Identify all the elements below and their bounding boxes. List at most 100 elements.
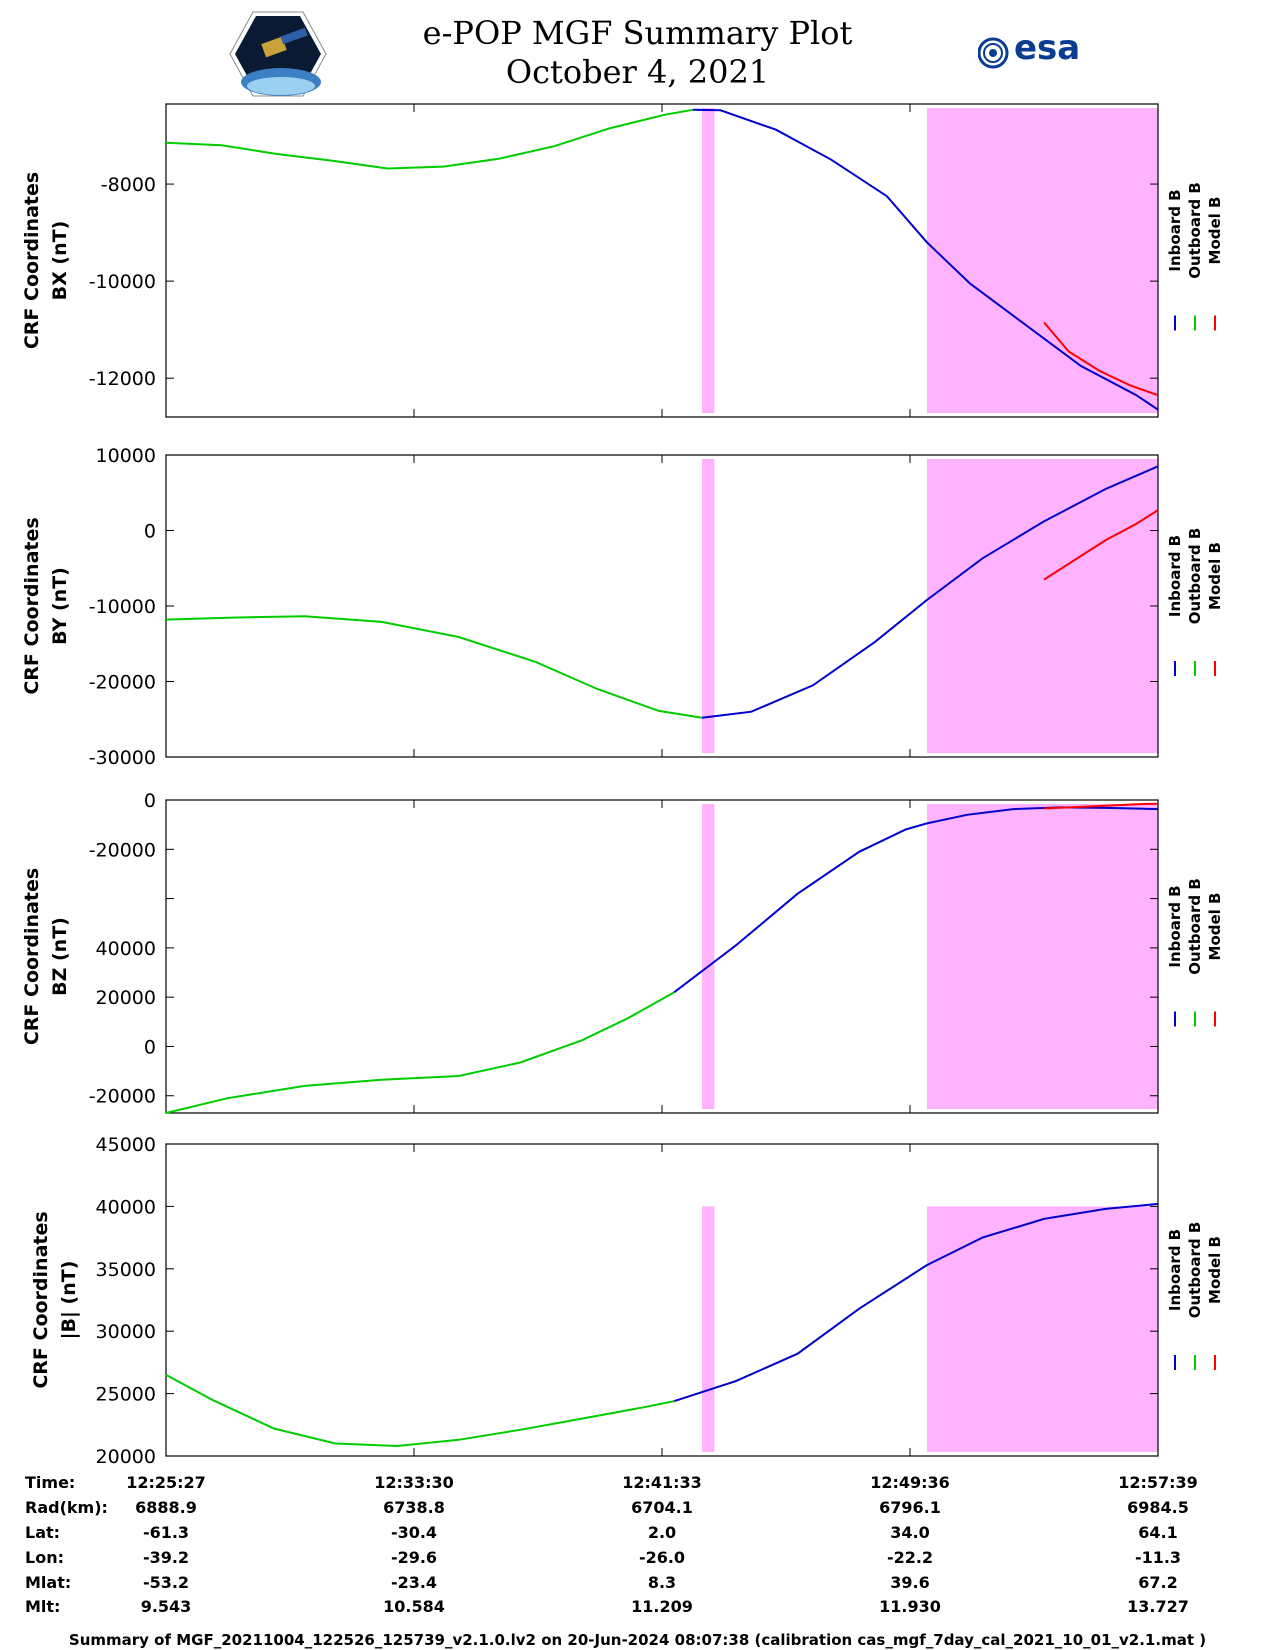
y-tick-label: -20000 [89, 1086, 156, 1108]
info-cell: 8.3 [648, 1573, 676, 1592]
info-cell: 6704.1 [631, 1498, 693, 1517]
y-axis-label: BY (nT) [49, 567, 71, 645]
info-cell: 11.209 [631, 1597, 693, 1616]
series-line-outboard [165, 1374, 675, 1448]
info-cell: -29.6 [391, 1548, 437, 1567]
y-tick-label: 30000 [96, 1321, 156, 1343]
y-tick-label: 45000 [96, 1134, 156, 1156]
y-tick-label: -10000 [89, 271, 156, 293]
legend-label: Outboard B [1186, 1222, 1204, 1319]
info-cell: 34.0 [890, 1523, 929, 1542]
info-cell: 6888.9 [135, 1498, 197, 1517]
legend-label: Inboard B [1166, 885, 1184, 967]
series-line-inboard [673, 1202, 1159, 1403]
series-line-inboard [701, 465, 1159, 719]
shaded-region [702, 108, 715, 413]
panel-4: 45000 40000 35000 30000 25000 20000 CRF Coordi… [30, 1134, 1224, 1468]
y-tick-label: 25000 [96, 1384, 156, 1406]
y-axis-label: BZ (nT) [49, 917, 71, 996]
y-tick-label: 40000 [96, 938, 156, 960]
info-cell: -23.4 [391, 1573, 437, 1592]
legend-label: Model B [1206, 1236, 1224, 1304]
esa-logo-text: esa [1014, 28, 1081, 68]
y-axis-label: BX (nT) [49, 221, 71, 301]
y-axis-label: CRF Coordinates [21, 517, 43, 694]
info-cell: 12:49:36 [870, 1473, 950, 1492]
info-row-label: Lon: [25, 1548, 64, 1567]
series-line-outboard [165, 108, 693, 170]
legend-label: Inboard B [1166, 1229, 1184, 1311]
series-line-model [1043, 509, 1159, 581]
legend-label: Model B [1206, 197, 1224, 265]
series-line-outboard [165, 615, 703, 719]
panel-1: -8000 -10000 -12000 CRF Coordinates BX (nT) I… [21, 103, 1224, 418]
shaded-region [926, 459, 1158, 753]
panel-2: 10000 0 -10000 -20000 -30000 CRF Coordinates B… [21, 445, 1224, 769]
info-cell: 12:57:39 [1118, 1473, 1198, 1492]
y-tick-label: 0 [144, 1036, 156, 1058]
series-line-model [1043, 321, 1159, 397]
y-tick-label: 20000 [96, 1446, 156, 1468]
info-cell: 9.543 [141, 1597, 192, 1616]
panel-3: 0 -20000 40000 20000 0 -20000 CRF Coordinates B… [21, 790, 1224, 1114]
info-cell: 2.0 [648, 1523, 676, 1542]
y-tick-label: -30000 [89, 747, 156, 769]
info-row-label: Rad(km): [25, 1498, 108, 1517]
footer-caption: Summary of MGF_20211004_122526_125739_v2… [68, 1631, 1207, 1649]
legend-label: Outboard B [1186, 528, 1204, 625]
info-cell: 6796.1 [879, 1498, 941, 1517]
info-cell: -22.2 [887, 1548, 933, 1567]
y-tick-label: 0 [144, 790, 156, 812]
y-tick-label: 35000 [96, 1259, 156, 1281]
cassiope-satellite-logo [229, 11, 327, 97]
legend-label: Outboard B [1186, 878, 1204, 975]
y-tick-label: -12000 [89, 368, 156, 390]
legend-label: Model B [1206, 893, 1224, 961]
info-cell: -30.4 [391, 1523, 437, 1542]
info-cell: 6738.8 [383, 1498, 445, 1517]
info-cell: -39.2 [143, 1548, 189, 1567]
info-cell: 10.584 [383, 1597, 445, 1616]
y-axis-label: CRF Coordinates [21, 172, 43, 349]
shaded-region [926, 804, 1158, 1109]
info-cell: 12:25:27 [126, 1473, 206, 1492]
legend-label: Inboard B [1166, 189, 1184, 271]
y-tick-label: 10000 [96, 445, 156, 467]
info-row-label: Lat: [25, 1523, 60, 1542]
y-tick-label: 0 [144, 521, 156, 543]
shaded-region [702, 459, 715, 753]
y-axis-label: |B| (nT) [58, 1261, 80, 1340]
info-cell: 11.930 [879, 1597, 941, 1616]
series-line-inboard [692, 108, 1159, 411]
info-cell: 6984.5 [1127, 1498, 1189, 1517]
info-cell: 39.6 [890, 1573, 929, 1592]
y-tick-label: 40000 [96, 1196, 156, 1218]
chart-title: e-POP MGF Summary Plot [422, 14, 853, 52]
y-tick-label: -20000 [89, 839, 156, 861]
y-tick-label: -10000 [89, 596, 156, 618]
y-tick-label: -20000 [89, 672, 156, 694]
series-line-outboard [165, 991, 675, 1114]
info-cell: 67.2 [1138, 1573, 1177, 1592]
esa-logo [978, 37, 1009, 69]
info-cell: 13.727 [1127, 1597, 1189, 1616]
info-cell: -53.2 [143, 1573, 189, 1592]
legend-label: Model B [1206, 542, 1224, 610]
info-cell: 64.1 [1138, 1523, 1177, 1542]
info-row-label: Mlt: [25, 1597, 60, 1616]
info-cell: 12:41:33 [622, 1473, 702, 1492]
shaded-region [926, 1206, 1158, 1452]
series-line-model [1043, 802, 1159, 810]
shaded-region [926, 108, 1158, 413]
info-cell: -11.3 [1135, 1548, 1181, 1567]
shaded-region [702, 804, 715, 1109]
y-axis-label: CRF Coordinates [30, 1211, 52, 1388]
info-cell: -26.0 [639, 1548, 685, 1567]
y-axis-label: CRF Coordinates [21, 868, 43, 1045]
info-row-label: Time: [25, 1473, 75, 1492]
y-tick-label: 20000 [96, 987, 156, 1009]
info-cell: 12:33:30 [374, 1473, 454, 1492]
shaded-region [702, 1206, 715, 1452]
info-row-label: Mlat: [25, 1573, 71, 1592]
